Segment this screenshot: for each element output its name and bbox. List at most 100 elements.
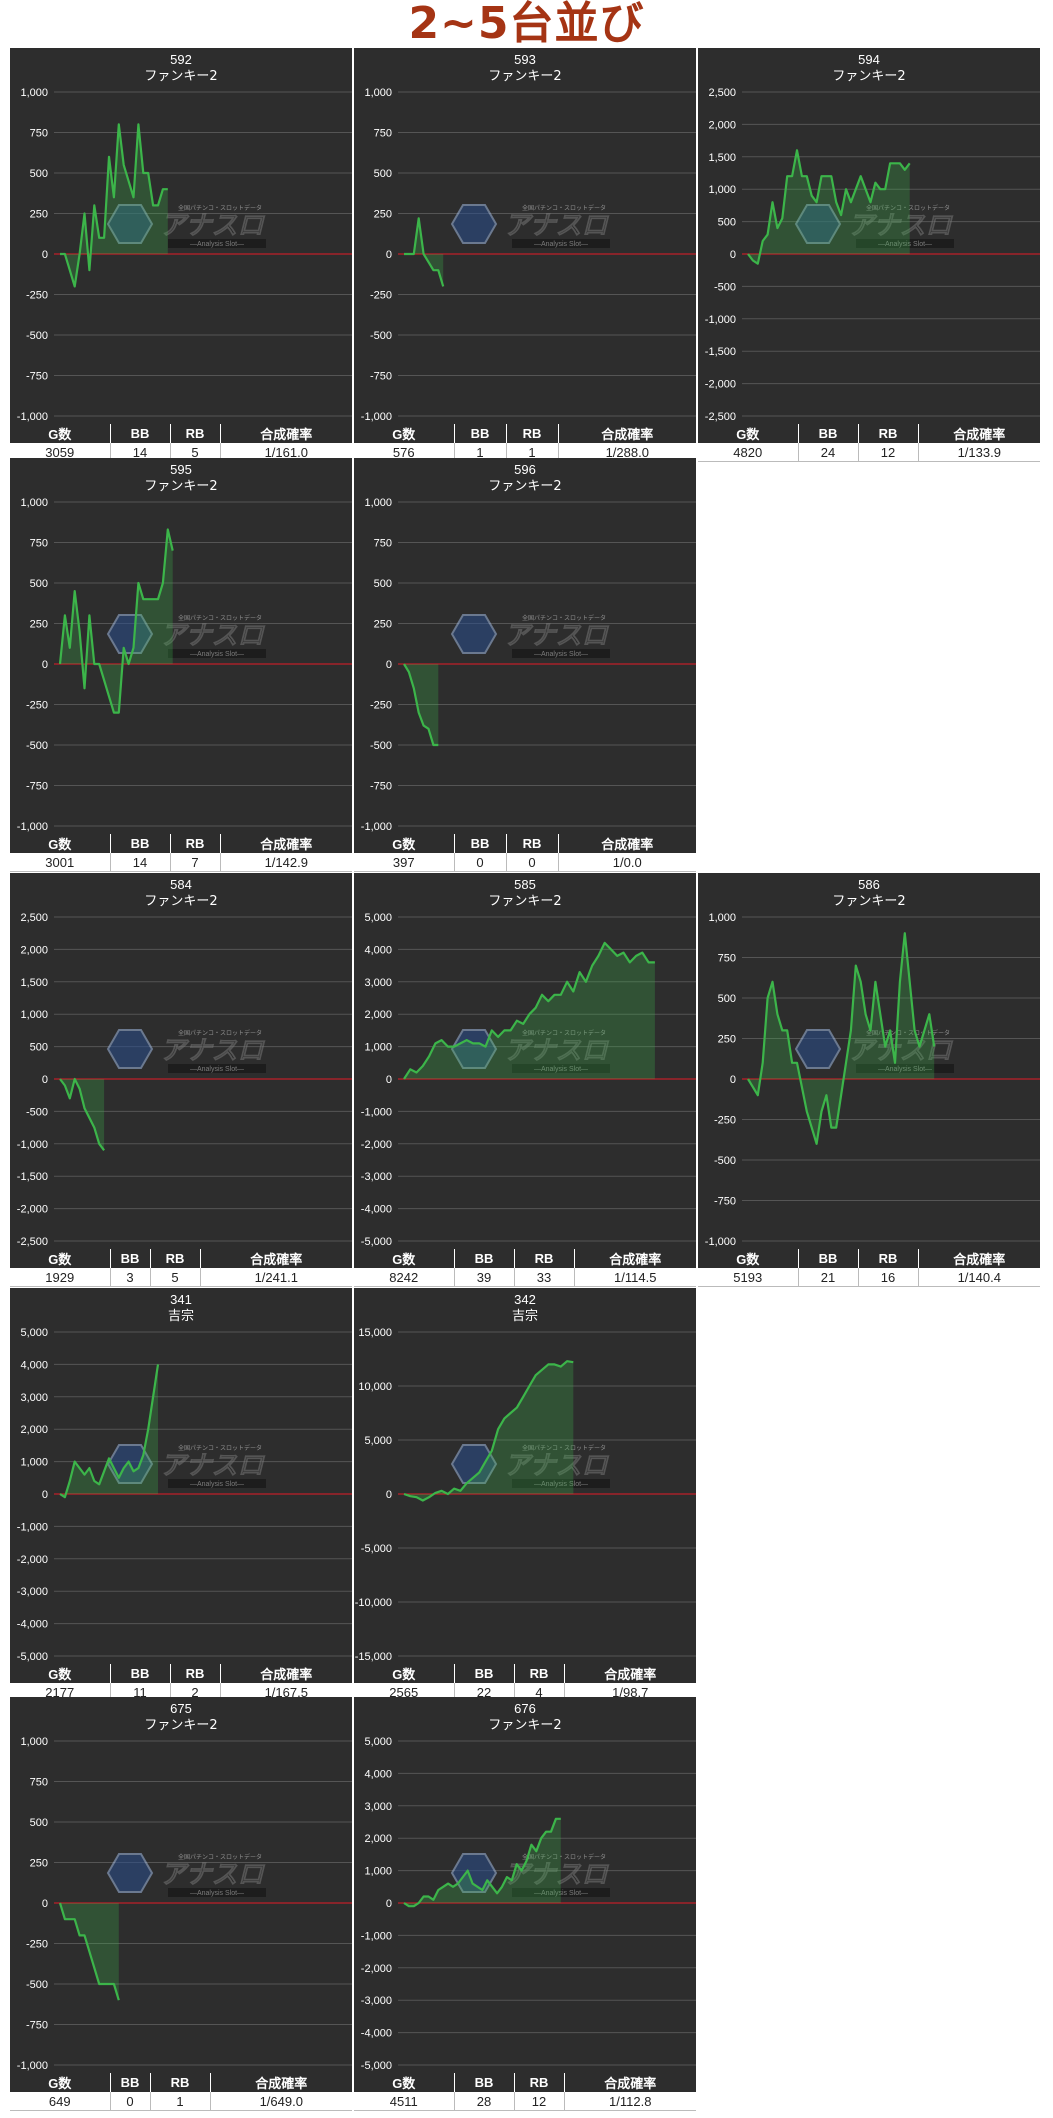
header-bb: BB [110,2073,151,2092]
y-tick-label: 15,000 [358,1327,392,1339]
logo-hex-icon [106,204,154,244]
header-rate: 合成確率 [564,2073,696,2092]
header-rate: 合成確率 [574,1249,696,1268]
y-tick-label: 750 [30,128,48,140]
series-line [59,1364,160,1499]
y-tick-label: 1,000 [364,497,392,509]
logo-sub: —Analysis Slot— [190,651,244,658]
y-tick-label: 1,000 [20,497,48,509]
series-line [747,149,911,265]
header-games: G数 [10,1249,111,1268]
bb-count: 0 [110,2092,151,2111]
bb-count: 21 [798,1268,859,1287]
header-bb: BB [798,424,859,443]
games-count: 8242 [354,1268,455,1287]
logo-text: アナスロ [504,621,609,651]
y-tick-label: 0 [42,1898,48,1910]
stats-table: G数 BB RB 合成確率 576 1 1 1/288.0 [354,424,696,462]
y-tick-label: 0 [42,1489,48,1501]
logo-hex-icon [106,614,154,654]
logo-hex-icon [450,204,498,244]
machine-number: 584 [170,877,192,892]
header-rate: 合成確率 [220,424,352,443]
series-line [403,1360,574,1502]
y-tick-label: 1,000 [364,1866,392,1878]
y-tick-label: 0 [386,659,392,671]
logo-hex-icon [106,1853,154,1893]
chart-panel: 596 ファンキー2 1,000 750 500 250 0 -250 -500 -750 -1,0… [354,458,696,872]
y-tick-label: -750 [370,781,392,793]
machine-number: 585 [514,877,536,892]
y-tick-label: -250 [370,290,392,302]
y-tick-label: -1,000 [361,1930,392,1942]
model-name: ファンキー2 [832,69,905,84]
logo-sub-bg [168,1479,266,1488]
logo-sub: —Analysis Slot— [534,241,588,248]
y-tick-label: -500 [714,1155,736,1167]
y-tick-label: 2,000 [708,119,736,131]
y-tick-label: 1,500 [708,152,736,164]
stats-table: G数 BB RB 合成確率 8242 39 33 1/114.5 [354,1249,696,1287]
header-games: G数 [10,1664,111,1683]
chart-background [10,458,352,834]
y-tick-label: 0 [730,1074,736,1086]
y-tick-label: 500 [718,217,736,229]
y-tick-label: 2,500 [708,87,736,99]
header-rate: 合成確率 [220,834,352,853]
games-count: 1929 [10,1268,111,1287]
y-tick-label: 500 [374,578,392,590]
bb-count: 28 [454,2092,515,2111]
y-tick-label: -500 [26,330,48,342]
rb-count: 0 [506,853,559,872]
chart-background [10,1288,352,1664]
logo-tagline: 全国パチンコ・スロットデータ [178,204,262,212]
area-chart: 596 ファンキー2 1,000 750 500 250 0 -250 -500 -750 -1,0… [354,458,696,834]
bb-count: 14 [110,443,171,462]
chart-background [354,458,696,834]
y-tick-label: -5,000 [361,2060,392,2072]
games-count: 576 [354,443,455,462]
stats-table: G数 BB RB 合成確率 4511 28 12 1/112.8 [354,2073,696,2111]
series-line [60,123,168,288]
rb-count: 5 [150,1268,201,1287]
y-tick-label: -1,000 [17,821,48,833]
header-bb: BB [110,1249,151,1268]
machine-number: 592 [170,52,192,67]
bb-count: 39 [454,1268,515,1287]
bb-count: 14 [110,853,171,872]
y-tick-label: 1,000 [20,87,48,99]
series-line [403,941,655,1080]
y-tick-label: -250 [26,1939,48,1951]
chart-background [354,48,696,424]
machine-number: 595 [170,462,192,477]
y-tick-label: 250 [30,619,48,631]
y-tick-label: -3,000 [361,1995,392,2007]
area-chart: 585 ファンキー2 5,000 4,000 3,000 2,000 1,000 0 -1,00… [354,873,696,1249]
y-tick-label: -2,000 [705,379,736,391]
games-count: 3059 [10,443,111,462]
chart-panel: 584 ファンキー2 2,500 2,000 1,500 1,000 500 0 -500 -1,… [10,873,352,1287]
logo-sub: —Analysis Slot— [878,241,932,248]
y-tick-label: -3,000 [17,1586,48,1598]
area-chart: 584 ファンキー2 2,500 2,000 1,500 1,000 500 0 -500 -1,… [10,873,352,1249]
logo-sub-bg [512,1064,610,1073]
y-tick-label: -4,000 [361,2028,392,2040]
logo-sub-bg [168,239,266,248]
area-chart: 586 ファンキー2 1,000 750 500 250 0 -250 -500 -750 -1,0… [698,873,1040,1249]
header-rate: 合成確率 [918,1249,1040,1268]
machine-number: 594 [858,52,880,67]
y-tick-label: -1,000 [17,2060,48,2072]
combined-rate: 1/0.0 [558,853,696,872]
logo-text: アナスロ [504,1036,609,1066]
y-tick-label: 500 [30,1817,48,1829]
y-tick-label: -500 [26,740,48,752]
rb-count: 7 [170,853,221,872]
chart-panel: 675 ファンキー2 1,000 750 500 250 0 -250 -500 -750 -1,0… [10,1697,352,2111]
y-tick-label: -2,000 [17,1554,48,1566]
y-tick-label: -1,500 [17,1171,48,1183]
logo-text: アナスロ [848,1036,953,1066]
header-rate: 合成確率 [210,2073,352,2092]
logo-sub-bg [168,649,266,658]
